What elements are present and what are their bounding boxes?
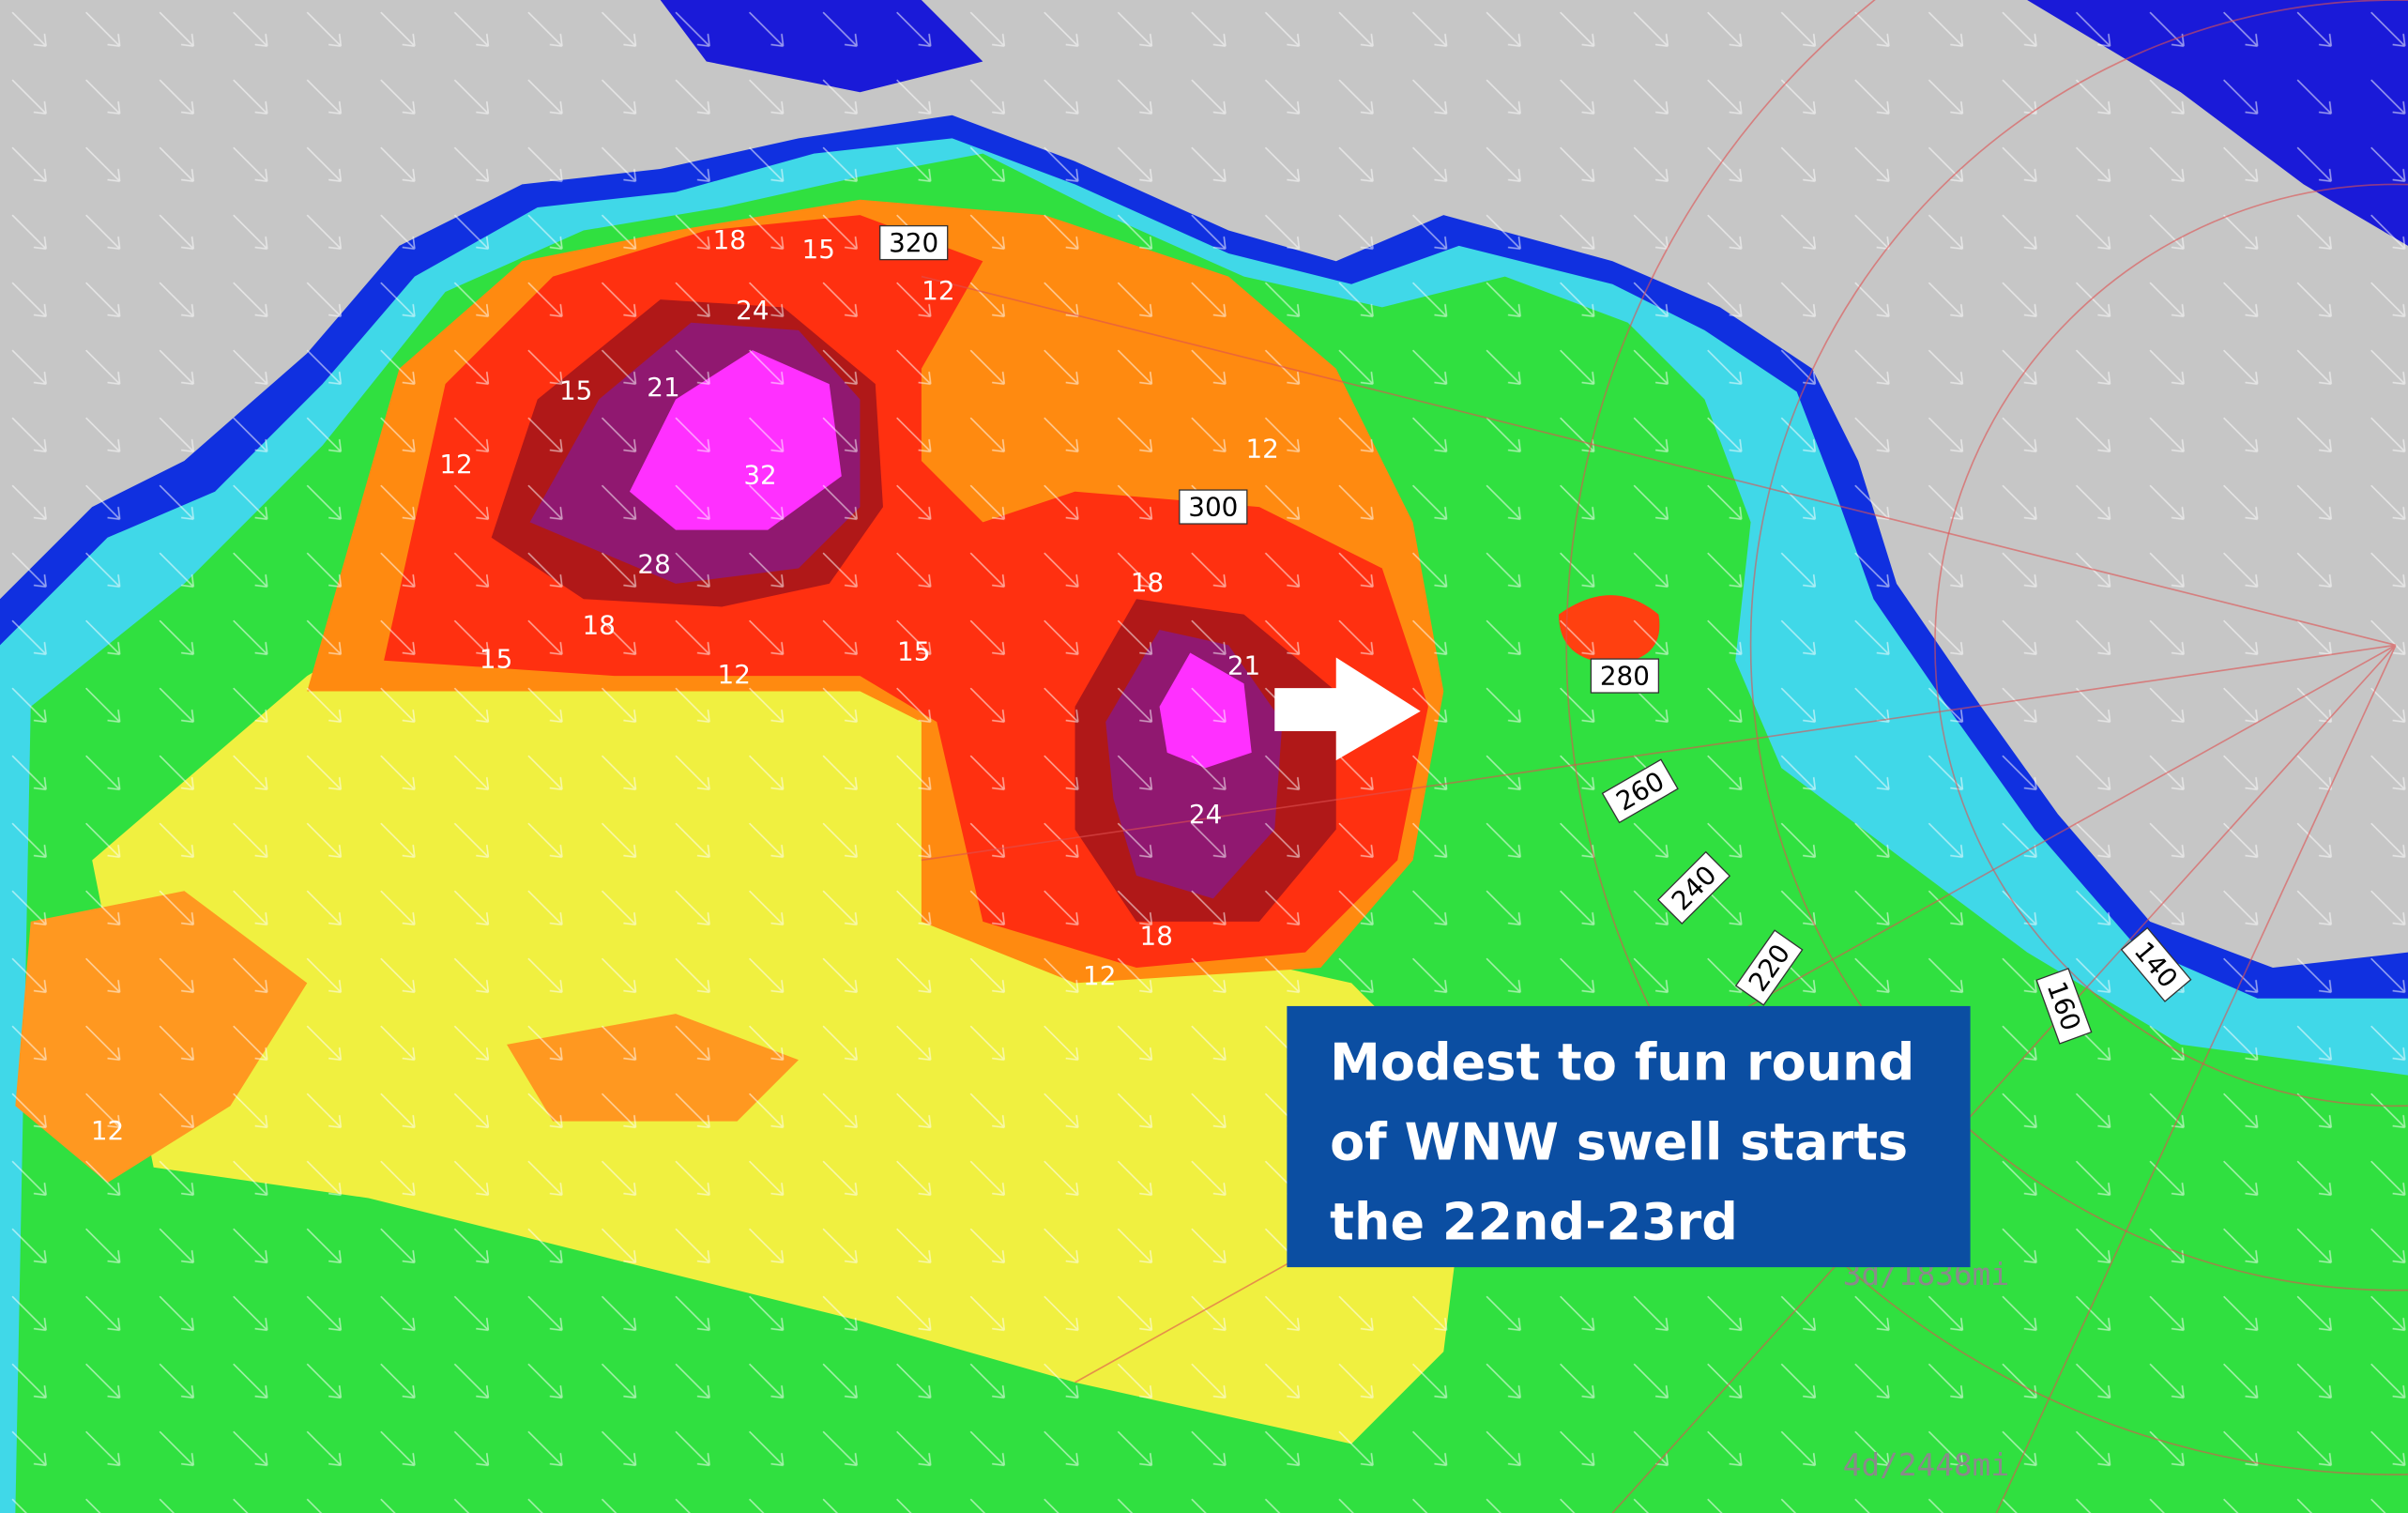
label-box <box>1179 489 1248 525</box>
contour-label: 18 <box>713 224 746 255</box>
direction-label: 300 <box>1179 489 1248 525</box>
label-box <box>1590 658 1660 694</box>
contour-label: 21 <box>1227 650 1260 680</box>
range-ring <box>1934 183 2408 1107</box>
label-box <box>1656 850 1731 925</box>
contour-label: 32 <box>743 459 776 490</box>
contour-labels: 18 15 12 24 21 15 12 32 28 18 15 12 15 12 18 21 24 18 12 12 <box>91 224 1279 1146</box>
label-box <box>2120 926 2192 1002</box>
label-box <box>1601 758 1679 824</box>
caption-box <box>1287 1005 1971 1268</box>
range-ring <box>1565 0 2408 1475</box>
direction-label: 280 <box>1590 658 1660 694</box>
swell-arrow-highlight <box>1274 657 1421 761</box>
direction-text: 320 <box>889 227 938 258</box>
contour-label: 12 <box>91 1115 124 1146</box>
label-box <box>2035 968 2093 1045</box>
contour-label: 15 <box>559 374 592 405</box>
label-box <box>879 224 949 261</box>
contour-label: 15 <box>802 234 835 265</box>
contour-label: 24 <box>736 295 769 326</box>
caption-line: the 22nd-23rd <box>1330 1193 1738 1252</box>
contour-label: 18 <box>583 610 616 641</box>
contour-label: 15 <box>480 644 512 675</box>
range-ring <box>1749 0 2408 1291</box>
contour-label: 12 <box>1245 434 1278 465</box>
contour-label: 12 <box>718 659 751 690</box>
contour-label: 28 <box>637 548 670 579</box>
caption-line: Modest to fun round <box>1330 1032 1914 1092</box>
contour-label: 21 <box>647 372 679 403</box>
direction-text: 300 <box>1188 492 1238 523</box>
contour-label: 12 <box>439 449 472 480</box>
distance-label: 4d/2448mi <box>1843 1447 2009 1483</box>
contour-label: 12 <box>922 275 954 306</box>
caption-line: of WNW swell starts <box>1330 1113 1908 1172</box>
direction-label: 320 <box>879 224 949 261</box>
contour-label: 18 <box>1131 567 1164 598</box>
direction-text: 280 <box>1600 661 1650 692</box>
contour-label: 15 <box>897 636 930 667</box>
contour-label: 12 <box>1083 960 1116 991</box>
label-box <box>1734 929 1804 1006</box>
contour-label: 24 <box>1189 799 1222 830</box>
contour-label: 18 <box>1140 920 1173 951</box>
